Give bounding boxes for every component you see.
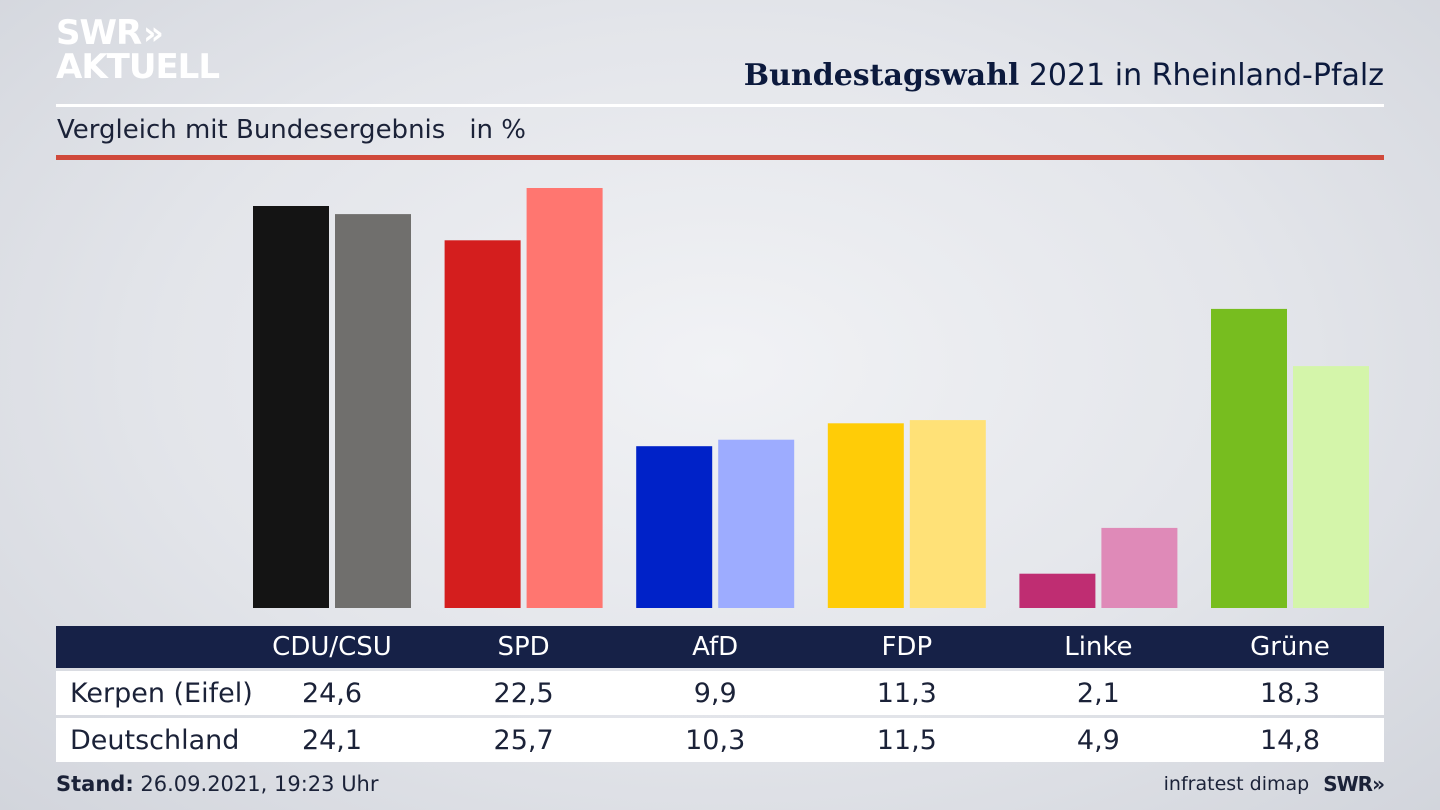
unit-label: in % (469, 115, 526, 145)
value-spd-deutschland: 25,7 (493, 724, 554, 756)
results-table: CDU/CSU SPD AfD FDP Linke Grüne Kerpen (Eifel… (56, 626, 1384, 762)
bar-gr-ne-deutschland (1293, 366, 1369, 608)
source-credit: infratest dimap SWR» (1163, 772, 1385, 796)
value-spd-kerpen-eifel: 22,5 (493, 677, 554, 709)
bar-spd-deutschland (526, 188, 603, 608)
column-header-linke: Linke (1064, 632, 1133, 662)
value-fdp-kerpen-eifel: 11,3 (876, 677, 937, 709)
value-afd-kerpen-eifel: 9,9 (693, 677, 737, 709)
column-header-fdp: FDP (881, 632, 933, 662)
swr-footer-text: SWR (1323, 772, 1373, 796)
bar-linke-deutschland (1101, 527, 1178, 608)
source-text: infratest dimap (1163, 773, 1310, 795)
logo-aktuell-text: AKTUELL (56, 47, 220, 87)
title-rest: 2021 in Rheinland-Pfalz (1019, 58, 1384, 93)
logo-swr-text: SWR (56, 13, 142, 53)
bar-gr-ne-kerpen-eifel (1211, 308, 1287, 608)
value-gr-ne-kerpen-eifel: 18,3 (1259, 677, 1321, 709)
page-title: Bundestagswahl 2021 in Rheinland-Pfalz (744, 58, 1384, 93)
row-label-kerpen: Kerpen (Eifel) (70, 677, 253, 709)
bar-spd-kerpen-eifel (444, 240, 521, 608)
column-header-cdu-csu: CDU/CSU (272, 632, 392, 662)
bar-fdp-kerpen-eifel (827, 423, 904, 608)
value-linke-deutschland: 4,9 (1076, 724, 1120, 756)
logo-chevron-icon: » (143, 14, 163, 52)
value-afd-deutschland: 10,3 (685, 724, 746, 756)
row-label-deutschland: Deutschland (70, 724, 240, 756)
bar-chart (253, 188, 1369, 608)
stand-label: Stand: (56, 772, 134, 796)
header-divider (56, 104, 1384, 107)
column-header-afd: AfD (692, 632, 739, 662)
bar-afd-kerpen-eifel (636, 446, 713, 608)
table-header-row: CDU/CSU SPD AfD FDP Linke Grüne (56, 626, 1384, 668)
subtitle-text: Vergleich mit Bundesergebnis (57, 115, 446, 145)
column-header-gr-ne: Grüne (1250, 632, 1330, 662)
bar-afd-deutschland (718, 439, 795, 608)
value-fdp-deutschland: 11,5 (876, 724, 937, 756)
value-cdu-csu-deutschland: 24,1 (301, 724, 363, 756)
swr-aktuell-logo: SWR» AKTUELL (56, 13, 220, 87)
column-header-spd: SPD (497, 632, 550, 662)
chart-subtitle: Vergleich mit Bundesergebnis in % (57, 115, 526, 145)
value-linke-kerpen-eifel: 2,1 (1076, 677, 1120, 709)
bar-cdu-csu-deutschland (335, 214, 411, 608)
title-bold: Bundestagswahl (743, 58, 1020, 93)
timestamp: Stand: 26.09.2021, 19:23 Uhr (56, 772, 379, 796)
value-cdu-csu-kerpen-eifel: 24,6 (301, 677, 363, 709)
bar-linke-kerpen-eifel (1019, 573, 1096, 608)
bar-fdp-deutschland (909, 420, 986, 608)
value-gr-ne-deutschland: 14,8 (1259, 724, 1321, 756)
table-row-kerpen: Kerpen (Eifel) 24,6 22,5 9,9 11,3 2,1 18,3 (56, 671, 1384, 715)
stand-value: 26.09.2021, 19:23 Uhr (140, 772, 379, 796)
subtitle-divider (56, 155, 1384, 160)
swr-footer-logo: SWR» (1323, 772, 1385, 796)
table-row-deutschland: Deutschland 24,1 25,7 10,3 11,5 4,9 14,8 (56, 718, 1384, 762)
bar-cdu-csu-kerpen-eifel (253, 206, 329, 608)
